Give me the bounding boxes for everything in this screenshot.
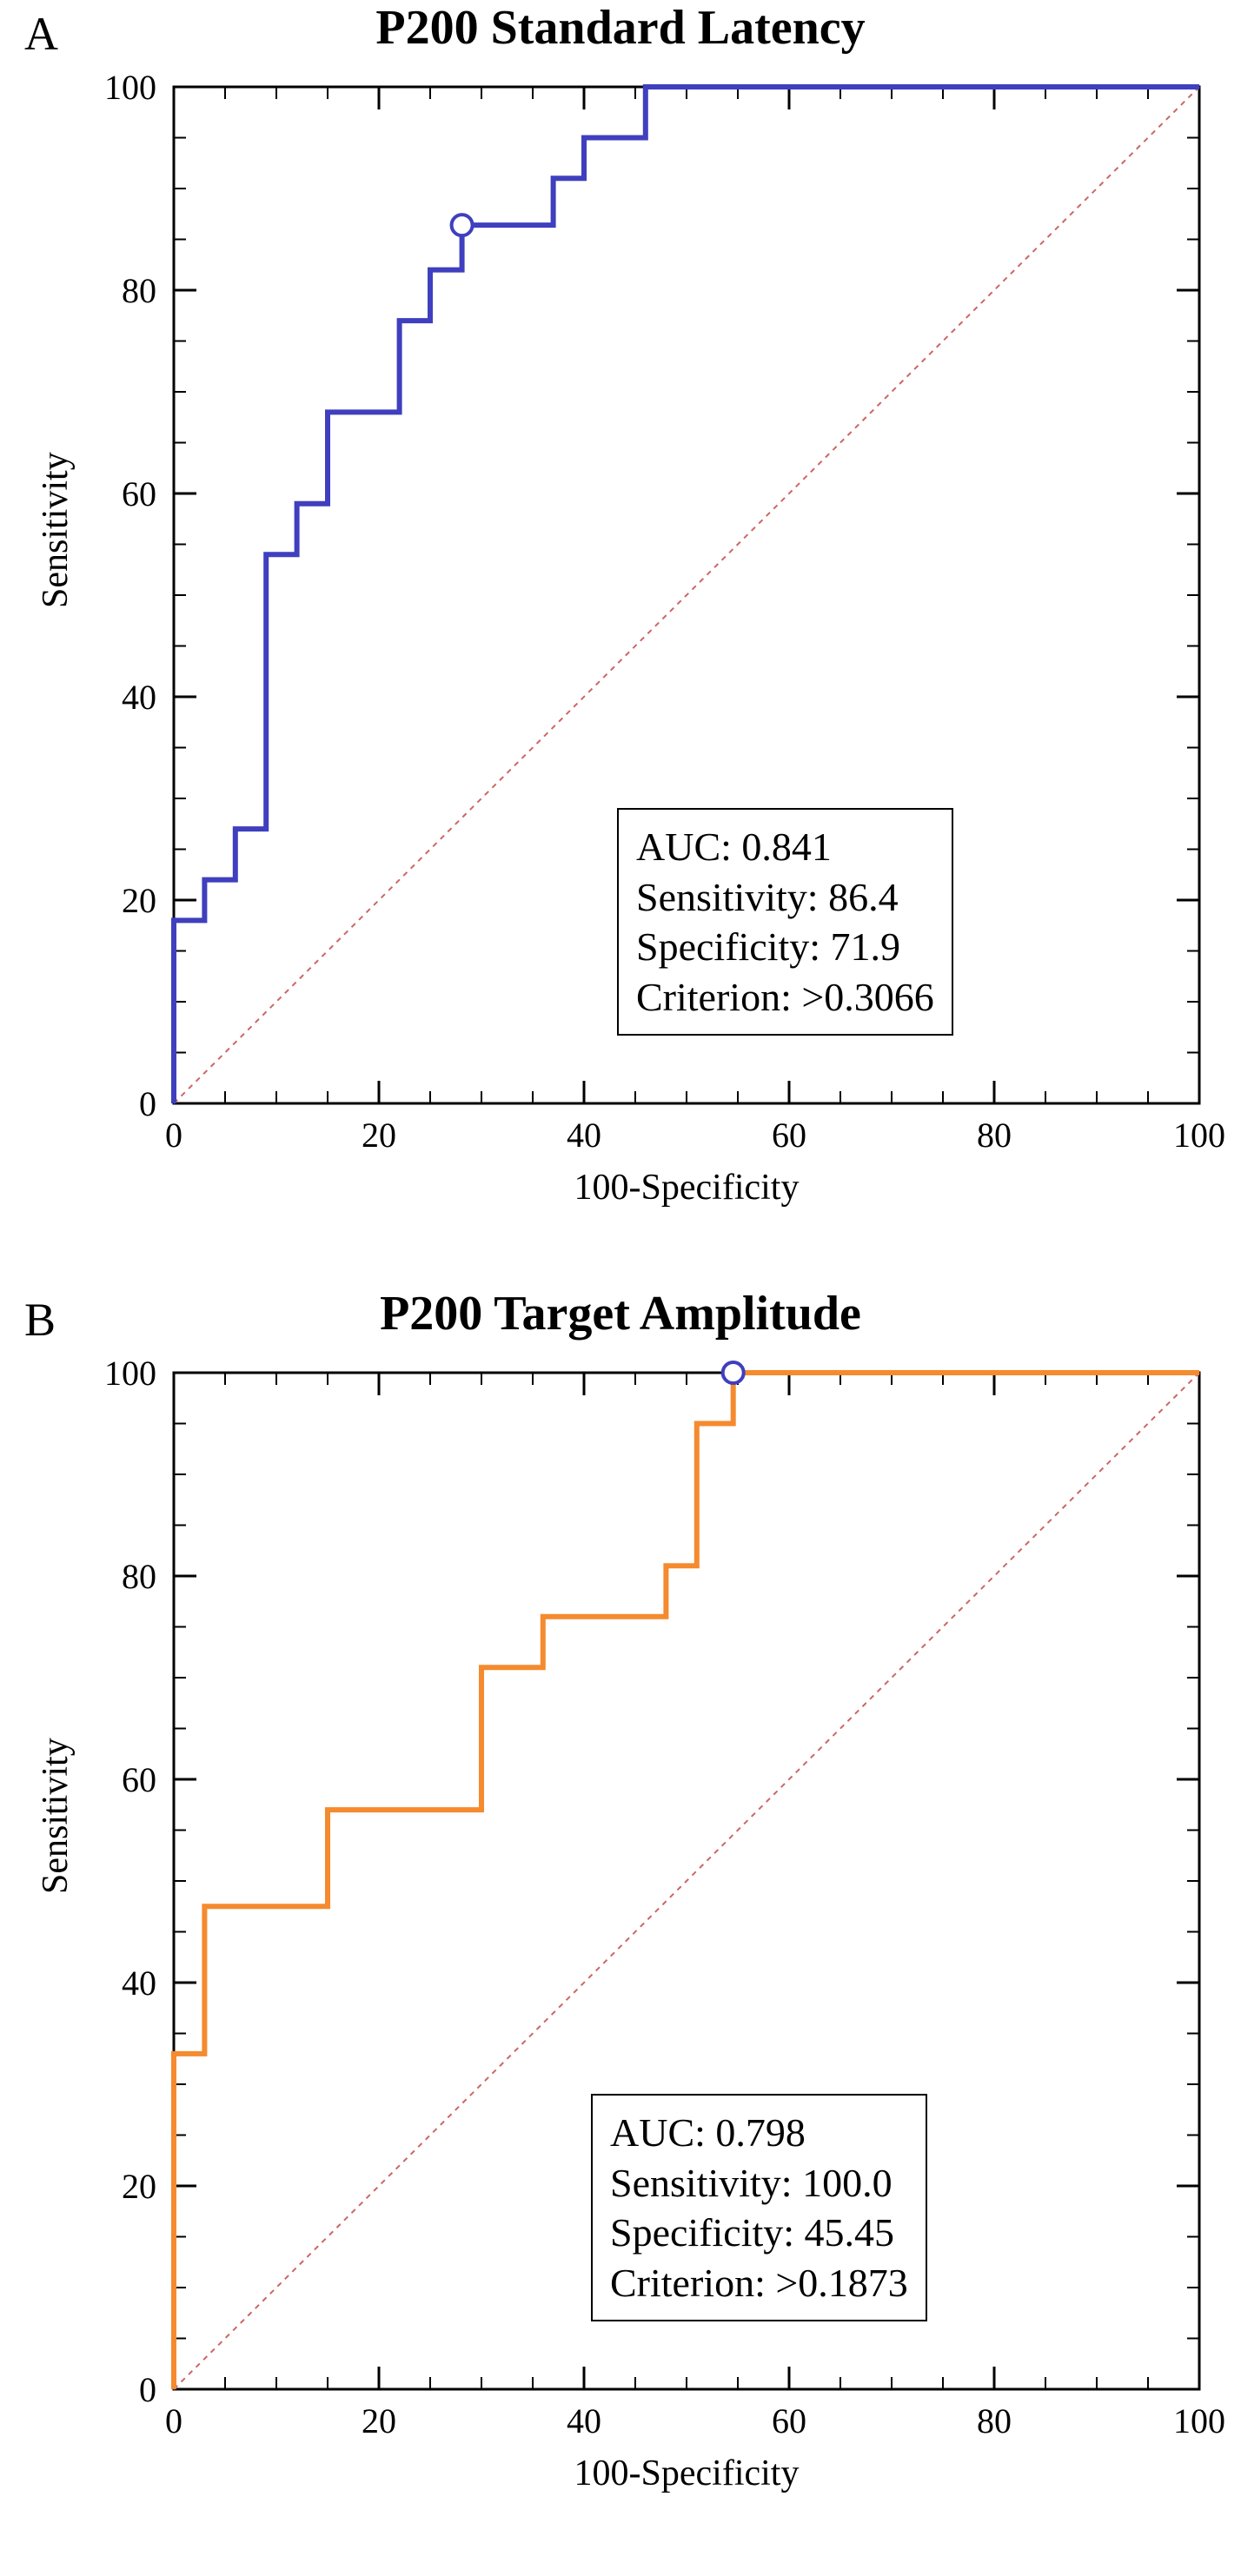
svg-text:40: 40 — [122, 678, 156, 717]
figure-page: A P200 Standard Latency 0204060801000204… — [0, 0, 1241, 2576]
svg-text:20: 20 — [122, 2167, 156, 2206]
stats-sens: Sensitivity: 86.4 — [636, 872, 934, 923]
svg-text:40: 40 — [567, 2401, 601, 2440]
stats-crit: Criterion: >0.3066 — [636, 972, 934, 1023]
panel-a-plot: 0 20 40 60 80 100 0 20 40 60 80 100 100-Specificity — [0, 61, 1241, 1251]
panel-a-title: P200 Standard Latency — [0, 0, 1241, 56]
panel-a-ylabel: Sensitivity — [35, 452, 76, 608]
stats-crit: Criterion: >0.1873 — [610, 2258, 908, 2308]
svg-text:100: 100 — [104, 1354, 156, 1393]
svg-text:20: 20 — [122, 881, 156, 920]
panel-b: B P200 Target Amplitude 0204060801000204… — [0, 1286, 1241, 2576]
svg-text:20: 20 — [362, 1116, 396, 1155]
panel-a-stats-box: AUC: 0.841 Sensitivity: 86.4 Specificity… — [617, 808, 953, 1036]
svg-text:0: 0 — [139, 1084, 156, 1123]
stats-auc: AUC: 0.841 — [636, 822, 934, 872]
svg-text:20: 20 — [362, 2401, 396, 2440]
svg-text:100-Specificity: 100-Specificity — [574, 1168, 800, 1208]
svg-text:60: 60 — [122, 474, 156, 513]
svg-text:80: 80 — [122, 1557, 156, 1596]
stats-sens: Sensitivity: 100.0 — [610, 2158, 908, 2208]
svg-text:0: 0 — [139, 2370, 156, 2409]
svg-text:40: 40 — [122, 1963, 156, 2003]
svg-text:100-Specificity: 100-Specificity — [574, 2453, 800, 2493]
stats-spec: Specificity: 71.9 — [636, 922, 934, 972]
panel-a: A P200 Standard Latency 0204060801000204… — [0, 0, 1241, 1286]
svg-text:80: 80 — [122, 271, 156, 310]
svg-text:60: 60 — [772, 1116, 806, 1155]
svg-text:100: 100 — [1173, 1116, 1225, 1155]
svg-text:60: 60 — [122, 1760, 156, 1799]
stats-spec: Specificity: 45.45 — [610, 2208, 908, 2258]
svg-text:80: 80 — [977, 1116, 1012, 1155]
panel-b-title: P200 Target Amplitude — [0, 1286, 1241, 1341]
panel-b-stats-box: AUC: 0.798 Sensitivity: 100.0 Specificit… — [591, 2094, 927, 2321]
svg-text:100: 100 — [104, 68, 156, 107]
panel-b-ylabel: Sensitivity — [35, 1738, 76, 1894]
svg-text:40: 40 — [567, 1116, 601, 1155]
svg-text:100: 100 — [1173, 2401, 1225, 2440]
svg-text:60: 60 — [772, 2401, 806, 2440]
panel-b-plot: 0 20 40 60 80 100 0 20 40 60 80 100 100-Specificity — [0, 1347, 1241, 2537]
stats-auc: AUC: 0.798 — [610, 2108, 908, 2158]
svg-text:80: 80 — [977, 2401, 1012, 2440]
svg-text:0: 0 — [165, 2401, 182, 2440]
svg-text:0: 0 — [165, 1116, 182, 1155]
